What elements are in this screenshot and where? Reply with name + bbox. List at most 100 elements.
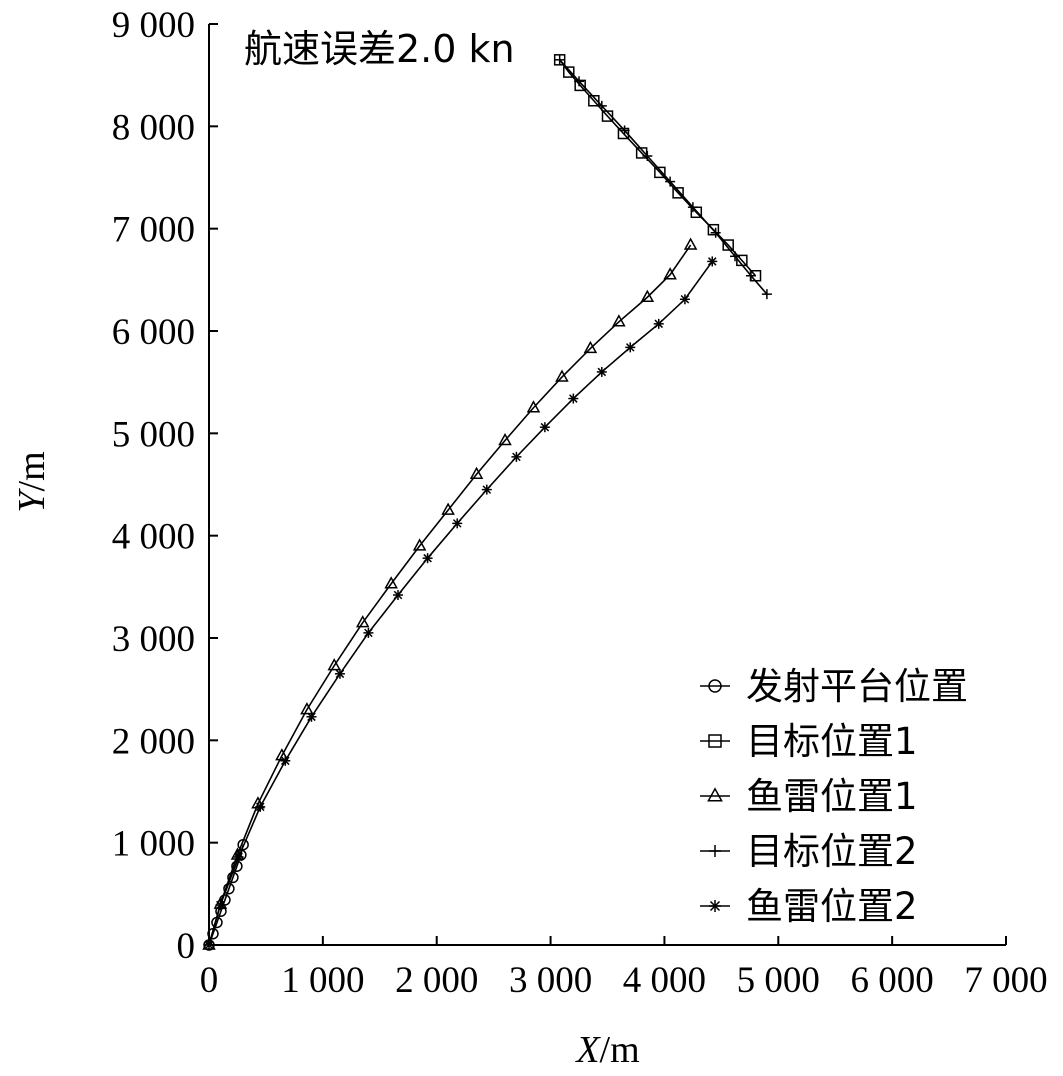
data-point	[665, 176, 676, 187]
x-tick-label: 4 000	[623, 960, 706, 1001]
data-point	[275, 748, 289, 761]
x-tick-label: 6 000	[851, 960, 934, 1001]
data-point	[384, 576, 398, 589]
legend-item-5: 鱼雷位置2	[700, 885, 918, 928]
x-tick-label: 3 000	[509, 960, 592, 1001]
y-tick-label: 7 000	[112, 210, 195, 251]
data-point	[707, 223, 720, 236]
data-point	[663, 267, 677, 280]
data-point	[596, 366, 607, 377]
x-tick-label: 2 000	[395, 960, 478, 1001]
data-point	[761, 289, 772, 300]
data-point	[334, 668, 345, 679]
data-point	[672, 187, 684, 199]
legend-item-4: 目标位置2	[700, 830, 918, 873]
y-tick-label: 2 000	[112, 721, 195, 762]
data-point	[204, 940, 214, 950]
x-axis-title-unit: /m	[600, 1029, 640, 1071]
series-line	[208, 260, 713, 946]
x-axis-title: X/m	[574, 1029, 639, 1071]
data-point	[481, 484, 492, 495]
x-tick-label: 1 000	[281, 960, 364, 1001]
data-point	[422, 553, 433, 564]
data-point	[233, 851, 244, 862]
data-point	[574, 79, 586, 92]
data-point	[255, 801, 266, 812]
data-point	[355, 615, 370, 628]
data-point	[730, 251, 741, 262]
legend-label: 目标位置1	[746, 720, 918, 763]
legend-marker	[708, 734, 722, 748]
series-line	[208, 244, 692, 946]
y-tick-label: 6 000	[112, 312, 195, 353]
x-tick-label: 7 000	[964, 960, 1047, 1001]
legend-marker	[708, 679, 722, 693]
y-tick-label: 3 000	[112, 619, 195, 660]
legend-marker	[709, 845, 721, 857]
data-point	[588, 95, 600, 107]
legend-item-1: 发射平台位置	[700, 665, 968, 708]
data-point	[412, 538, 427, 551]
legend-item-2: 目标位置1	[700, 720, 918, 763]
legend-label: 目标位置2	[746, 830, 918, 873]
data-point	[300, 702, 314, 715]
data-point	[679, 294, 690, 305]
data-point	[653, 318, 664, 329]
data-point	[539, 422, 550, 433]
data-point	[574, 76, 585, 87]
y-tick-label: 8 000	[112, 107, 195, 148]
y-axis-title-var: Y	[11, 488, 53, 513]
y-tick-label: 1 000	[112, 824, 195, 865]
data-point	[722, 239, 734, 251]
y-tick-label: 4 000	[112, 517, 195, 558]
data-point	[568, 393, 579, 404]
data-point	[511, 451, 522, 462]
data-point	[596, 100, 607, 111]
axes: 0 1 000 2 000 3 000 4 000 5 000 6 000 7 000 0 1 0…	[112, 5, 1048, 1001]
data-point	[654, 166, 666, 179]
data-point	[642, 151, 653, 162]
data-point	[619, 125, 630, 136]
data-point	[583, 340, 598, 354]
legend-marker	[707, 787, 723, 802]
y-axis-title: Y/m	[11, 451, 53, 512]
data-point	[393, 590, 404, 601]
y-tick-label: 0	[177, 926, 196, 967]
legend-label: 鱼雷位置2	[746, 885, 918, 928]
data-point	[745, 270, 756, 281]
data-point	[555, 369, 569, 382]
data-point	[625, 342, 636, 353]
legend-label: 发射平台位置	[746, 665, 968, 708]
data-point	[306, 711, 317, 722]
data-point	[554, 54, 565, 65]
data-point	[612, 314, 626, 327]
data-point	[563, 66, 575, 78]
annotation: 航速误差2.0 kn	[244, 27, 515, 71]
series-line	[559, 59, 757, 277]
y-tick-label: 9 000	[112, 5, 195, 46]
y-axis-title-unit: /m	[11, 451, 53, 491]
data-point	[526, 400, 541, 413]
data-point	[683, 237, 698, 250]
data-point	[707, 256, 718, 267]
data-point	[452, 518, 463, 529]
data-point	[687, 202, 698, 213]
data-point	[441, 502, 455, 515]
series-4	[554, 54, 772, 300]
y-tick-label: 5 000	[112, 414, 195, 455]
data-point	[640, 289, 655, 302]
legend-label: 鱼雷位置1	[746, 775, 918, 818]
data-point	[280, 755, 291, 766]
data-point	[469, 466, 484, 480]
data-point	[710, 227, 721, 238]
x-tick-label: 5 000	[737, 960, 820, 1001]
legend-item-3: 鱼雷位置1	[700, 775, 918, 818]
x-axis-title-var: X	[574, 1029, 601, 1071]
x-tick-label: 0	[200, 960, 219, 1001]
series-5	[204, 256, 718, 950]
data-point	[327, 658, 342, 671]
series-layer	[202, 54, 772, 951]
data-point	[363, 627, 374, 638]
